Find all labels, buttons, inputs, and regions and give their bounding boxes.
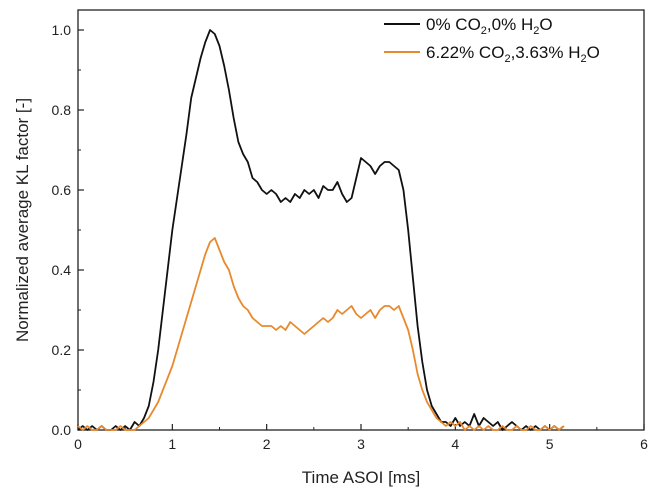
legend-label-0: 0% CO2,0% H2O (426, 15, 553, 37)
x-tick-label: 1 (168, 436, 176, 452)
legend-text-part: 0% CO (426, 15, 481, 34)
legend-text-part: ,3.63% H (511, 43, 581, 62)
y-axis-title: Normalized average KL factor [-] (13, 98, 32, 342)
x-tick-label: 4 (451, 436, 459, 452)
x-axis-title: Time ASOI [ms] (302, 468, 420, 487)
y-tick-label: 1.0 (52, 22, 72, 38)
y-tick-label: 0.2 (52, 342, 72, 358)
legend-text-part: 2 (581, 53, 587, 65)
y-tick-label: 0.4 (52, 262, 72, 278)
legend-text-part: O (587, 43, 600, 62)
legend-text-part: 2 (504, 53, 510, 65)
x-tick-label: 2 (263, 436, 271, 452)
legend-text-part: ,0% H (487, 15, 533, 34)
y-tick-label: 0.8 (52, 102, 72, 118)
x-tick-label: 0 (74, 436, 82, 452)
x-tick-label: 5 (546, 436, 554, 452)
y-tick-label: 0.0 (52, 422, 72, 438)
x-axis-ticks: 0 1 2 3 4 5 6 (74, 424, 648, 452)
legend-text-part: 2 (533, 25, 539, 37)
y-axis-ticks: 0.0 0.2 0.4 0.6 0.8 1.0 (52, 22, 84, 438)
series-line-0 (77, 29, 565, 431)
y-tick-label: 0.6 (52, 182, 72, 198)
legend-text-part: 2 (481, 25, 487, 37)
x-tick-label: 3 (357, 436, 365, 452)
legend-text-part: 6.22% CO (426, 43, 504, 62)
x-tick-label: 6 (640, 436, 648, 452)
legend-text-part: O (539, 15, 552, 34)
plot-frame (77, 9, 645, 431)
legend-label-1: 6.22% CO2,3.63% H2O (426, 43, 600, 65)
series-line-1 (77, 237, 565, 431)
series-layer (77, 29, 565, 431)
